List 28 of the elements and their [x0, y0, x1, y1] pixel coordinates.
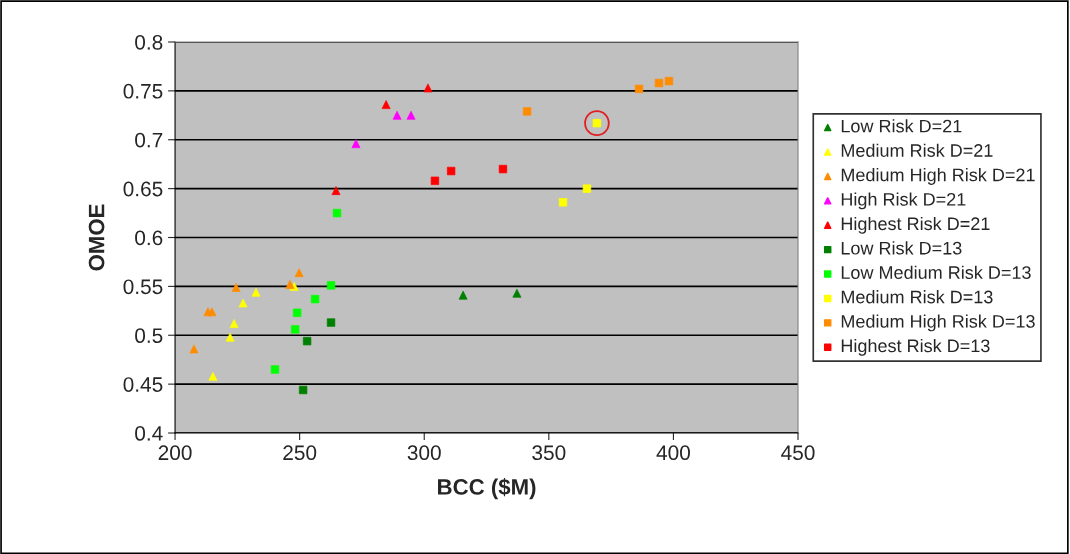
legend-label: Medium Risk D=21 — [841, 143, 993, 157]
y-tick-label: 0.45 — [123, 377, 163, 392]
legend-label: Low Medium Risk D=13 — [841, 265, 1031, 279]
x-tick-label: 450 — [781, 445, 815, 461]
y-tick-label: 0.75 — [123, 83, 163, 99]
y-tick-label: 0.5 — [135, 328, 163, 344]
x-tick-label: 350 — [532, 445, 566, 461]
legend-label: Highest Risk D=21 — [841, 216, 990, 234]
y-tick-label: 0.8 — [135, 34, 163, 50]
y-tick-label: 0.4 — [135, 426, 163, 441]
y-tick-label: 0.7 — [135, 132, 163, 148]
y-tick-label: 0.6 — [135, 230, 163, 246]
legend-label: High Risk D=21 — [841, 192, 966, 210]
y-axis-title: OMOE — [88, 204, 105, 271]
legend-label: Highest Risk D=13 — [841, 338, 990, 356]
x-tick-label: 300 — [407, 445, 441, 461]
legend-label: Medium High Risk D=13 — [841, 314, 1035, 332]
legend-label: Low Risk D=13 — [841, 241, 962, 255]
x-axis-title: BCC ($M) — [438, 478, 536, 500]
point — [310, 294, 320, 304]
x-tick-label: 250 — [283, 445, 317, 461]
y-tick-label: 0.65 — [123, 181, 163, 197]
y-tick-label: 0.55 — [123, 279, 163, 295]
legend-label: Low Risk D=21 — [841, 119, 962, 133]
legend-label: Medium High Risk D=21 — [841, 168, 1035, 185]
x-tick-label: 400 — [656, 445, 690, 461]
legend-label: Medium Risk D=13 — [841, 290, 993, 304]
x-tick-label: 200 — [158, 445, 192, 461]
